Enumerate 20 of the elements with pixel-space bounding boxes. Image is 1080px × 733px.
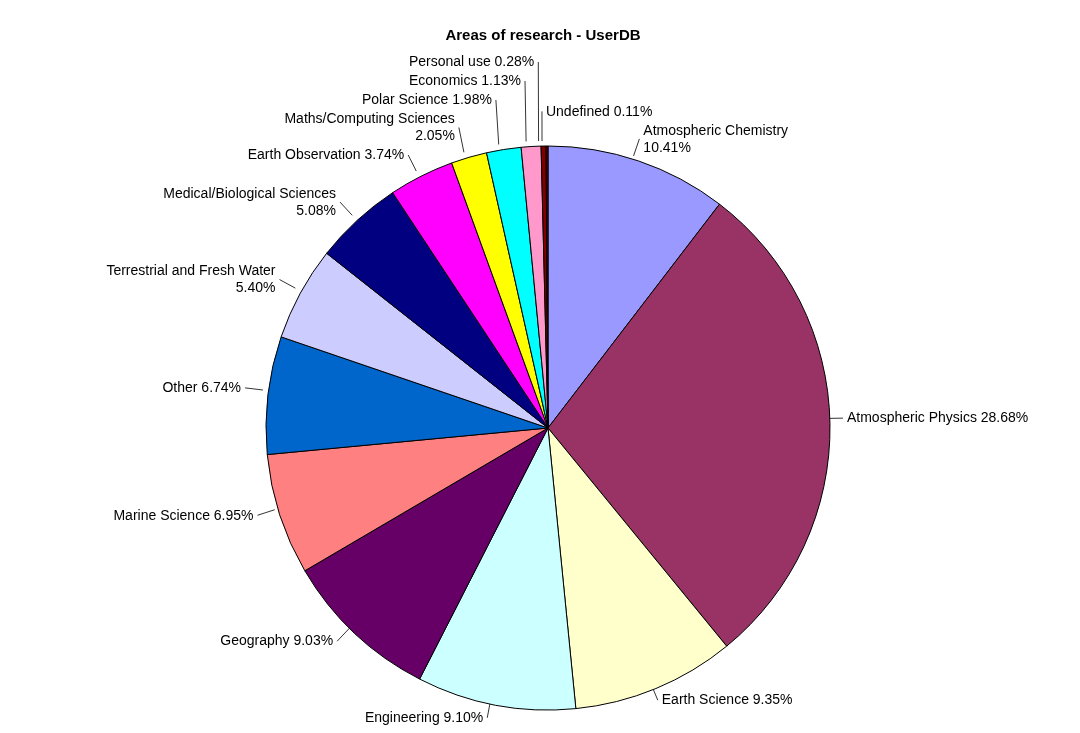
slice-label: Medical/Biological Sciences [163, 184, 337, 201]
slice-label: Maths/Computing Sciences [284, 110, 455, 127]
slice-label: Personal use 0.28% [408, 53, 535, 70]
slice-label: Other 6.74% [162, 379, 242, 396]
slice-label: Engineering 9.10% [364, 709, 484, 726]
slice-label: Atmospheric Chemistry [643, 121, 789, 138]
slice-label: Polar Science 1.98% [361, 91, 492, 108]
slice-label: Earth Science 9.35% [661, 691, 793, 708]
chart-title: Areas of research - UserDB [445, 26, 641, 43]
slice-label: Economics 1.13% [408, 72, 522, 89]
data-label: 10.41% [643, 138, 691, 155]
slice-label: Undefined 0.11% [545, 102, 653, 119]
data-label: 5.08% [296, 201, 337, 218]
slice-label: Terrestrial and Fresh Water [106, 262, 276, 279]
data-label: 2.05% [415, 127, 455, 144]
slice-label: Earth Observation 3.74% [247, 146, 405, 163]
slice-label: Marine Science 6.95% [113, 506, 254, 523]
slice-label: Atmospheric Physics 28.68% [846, 409, 1029, 426]
slice-label: Geography 9.03% [220, 632, 334, 649]
data-label: 5.40% [235, 279, 276, 296]
